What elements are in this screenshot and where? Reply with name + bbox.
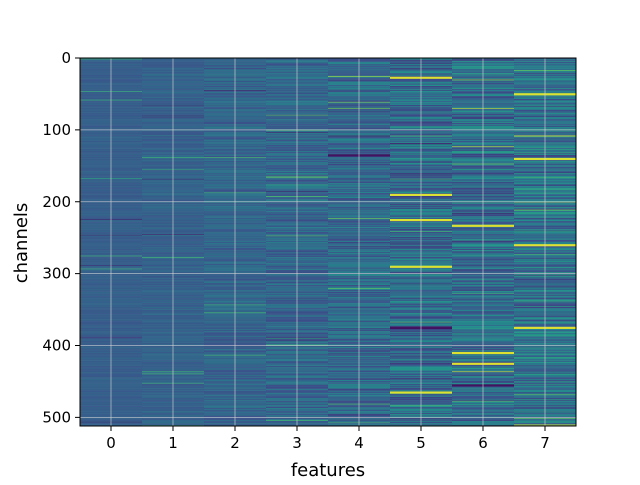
heatmap-cells [80, 58, 577, 427]
x-tick-label: 3 [292, 434, 302, 452]
x-tick-label: 1 [168, 434, 178, 452]
y-tick-label: 200 [42, 193, 71, 211]
x-tick-label: 6 [478, 434, 488, 452]
y-tick-label: 300 [42, 265, 71, 283]
y-axis-ticks: 0 100 200 300 400 500 [42, 49, 80, 426]
x-axis-ticks: 0 1 2 3 4 5 6 7 [106, 426, 550, 452]
x-tick-label: 0 [106, 434, 116, 452]
y-tick-label: 400 [42, 337, 71, 355]
plot-frame [79, 57, 577, 427]
y-tick-label: 100 [42, 121, 71, 139]
y-tick-label: 500 [42, 408, 71, 426]
x-axis-label: features [291, 460, 365, 480]
grid-lines [80, 57, 576, 426]
x-tick-label: 7 [540, 434, 550, 452]
x-tick-label: 2 [230, 434, 240, 452]
y-tick-label: 0 [61, 49, 71, 67]
y-axis-label: channels [11, 203, 32, 284]
x-tick-label: 4 [354, 434, 364, 452]
x-tick-label: 5 [416, 434, 426, 452]
